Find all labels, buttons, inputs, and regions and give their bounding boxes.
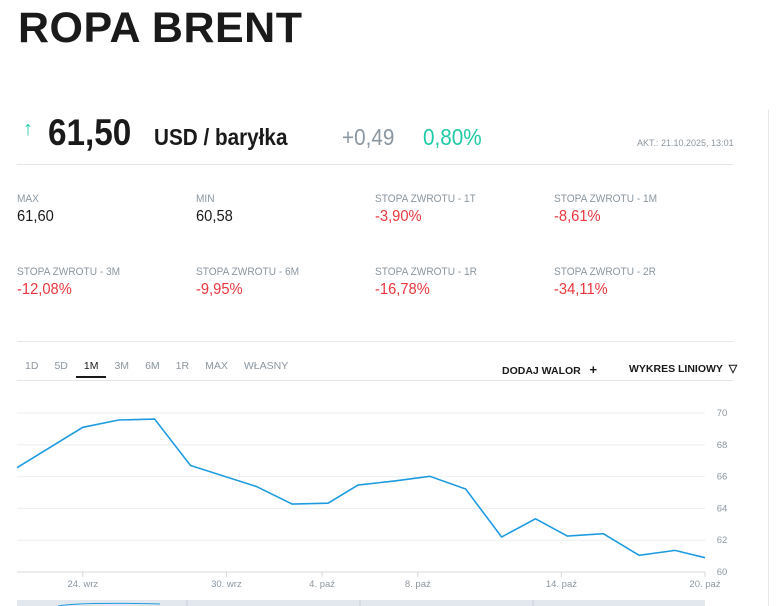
divider [17, 164, 733, 165]
triangle-down-icon: ▽ [728, 363, 738, 375]
series-line [16, 418, 706, 559]
stat-item: STOPA ZWROTU - 6M -9,95% [196, 266, 371, 299]
y-tick-label: 66 [717, 472, 728, 483]
range-tab-własny[interactable]: WŁASNY [243, 360, 289, 372]
page-title: ROPA BRENT [18, 4, 303, 52]
stat-label: STOPA ZWROTU - 1T [375, 193, 476, 205]
range-tab-3m[interactable]: 3M [114, 360, 130, 372]
range-tab-5d[interactable]: 5D [54, 360, 68, 372]
stat-label: MIN [196, 193, 215, 205]
x-tick-label: 14. paź [546, 579, 577, 590]
stat-label: STOPA ZWROTU - 3M [17, 266, 121, 278]
stat-value: -9,95% [196, 281, 243, 298]
price-unit: USD / baryłka [154, 124, 288, 150]
chart-type-label: WYKRES LINIOWY [629, 363, 723, 375]
divider [17, 380, 733, 381]
y-tick-label: 70 [717, 408, 728, 419]
x-tick-label: 24. wrz [67, 579, 98, 590]
range-tab-1d[interactable]: 1D [25, 360, 39, 372]
update-timestamp: AKT.: 21.10.2025, 13:01 [637, 138, 734, 148]
stat-value: 61,60 [17, 208, 54, 225]
stat-label: MAX [17, 193, 39, 205]
divider [768, 110, 769, 606]
add-asset-label: DODAJ WALOR [502, 365, 581, 377]
stat-item: MIN 60,58 [196, 193, 371, 226]
stat-label: STOPA ZWROTU - 1M [554, 193, 658, 205]
stat-label: STOPA ZWROTU - 6M [196, 266, 300, 278]
stat-label: STOPA ZWROTU - 2R [554, 266, 656, 278]
y-tick-label: 62 [717, 535, 728, 546]
stat-value: 60,58 [196, 208, 233, 225]
stat-value: -8,61% [554, 208, 601, 225]
y-tick-label: 60 [717, 567, 728, 578]
divider [17, 341, 733, 342]
stat-value: -16,78% [375, 281, 430, 298]
stat-item: STOPA ZWROTU - 2R -34,11% [554, 266, 729, 299]
stat-item: STOPA ZWROTU - 1T -3,90% [375, 193, 550, 226]
x-tick-label: 30. wrz [211, 579, 242, 590]
x-tick-label: 4. paź [309, 579, 335, 590]
price-change-percent: 0,80% [423, 124, 482, 150]
stat-item: STOPA ZWROTU - 3M -12,08% [17, 266, 192, 299]
navigator [17, 600, 705, 606]
stat-value: -12,08% [17, 281, 72, 298]
range-tab-6m[interactable]: 6M [145, 360, 160, 372]
x-tick-label: 8. paź [405, 579, 431, 590]
x-tick-label: 20. paź [689, 579, 720, 590]
plus-icon: + [589, 362, 598, 377]
chart-type-dropdown[interactable]: WYKRES LINIOWY ▽ [629, 362, 737, 375]
stat-item: MAX 61,60 [17, 193, 192, 226]
stat-item: STOPA ZWROTU - 1R -16,78% [375, 266, 550, 299]
range-tab-max[interactable]: MAX [205, 360, 228, 372]
y-tick-label: 64 [717, 503, 728, 514]
y-tick-label: 68 [717, 440, 728, 451]
range-tab-1r[interactable]: 1R [175, 360, 190, 372]
navigator-line [57, 602, 161, 606]
add-asset-button[interactable]: DODAJ WALOR + [502, 362, 597, 377]
stat-value: -3,90% [375, 208, 422, 225]
stat-label: STOPA ZWROTU - 1R [375, 266, 477, 278]
arrow-up-icon: ↑ [23, 118, 33, 140]
stat-value: -34,11% [554, 281, 608, 298]
range-tabs: 1D 5D 1M 3M 6M 1R MAX WŁASNY [17, 360, 296, 378]
range-tab-1m[interactable]: 1M [75, 360, 107, 378]
stat-item: STOPA ZWROTU - 1M -8,61% [554, 193, 729, 226]
price: 61,50 [48, 112, 132, 153]
price-change: +0,49 [342, 124, 395, 150]
